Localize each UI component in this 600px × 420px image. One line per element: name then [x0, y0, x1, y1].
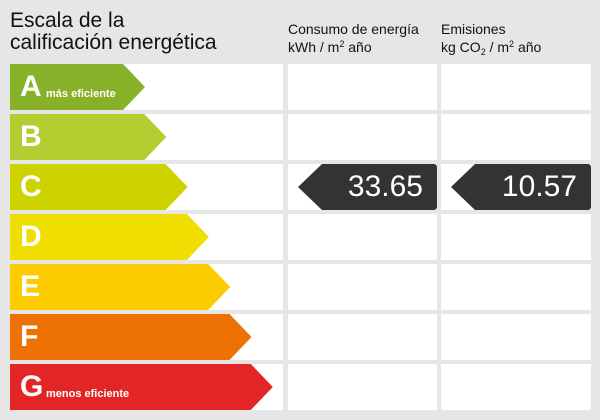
consumo-header: Consumo de energía kWh / m2 año [288, 20, 419, 56]
rating-letter: G [20, 370, 44, 403]
emisiones-title: Emisiones [441, 21, 506, 37]
rating-arrow-b: B [10, 114, 167, 160]
consumo-cell [288, 364, 437, 410]
unit-text: kg CO [441, 39, 481, 55]
title-line: calificación energética [10, 31, 217, 54]
rating-label: más eficiente [46, 88, 116, 100]
emisiones-cell [441, 364, 591, 410]
emisiones-unit: kg CO2 / m2 año [441, 38, 542, 57]
rating-arrow-f: F [10, 314, 252, 360]
unit-text: año [344, 39, 372, 55]
rating-letter: F [20, 320, 39, 353]
unit-sub: 2 [480, 47, 486, 57]
emisiones-cell [441, 264, 591, 310]
title-line: Escala de la [10, 9, 125, 32]
rating-letter: D [20, 220, 42, 253]
emisiones-cell [441, 114, 591, 160]
consumo-cell [288, 314, 437, 360]
emisiones-cell [441, 64, 591, 110]
rating-letter: B [20, 120, 42, 153]
rating-label: menos eficiente [46, 388, 130, 400]
rating-letter: C [20, 170, 42, 203]
emisiones-value-pointer: 10.57 [451, 164, 591, 210]
emisiones-cell [441, 214, 591, 260]
consumo-title: Consumo de energía [288, 21, 419, 37]
rating-arrow-d: D [10, 214, 209, 260]
consumo-cell [288, 64, 437, 110]
rating-arrow-e: E [10, 264, 231, 310]
consumo-cell [288, 214, 437, 260]
rating-letter: E [20, 270, 41, 303]
consumo-value-pointer: 33.65 [298, 164, 437, 210]
rating-arrow-c: C [10, 164, 188, 210]
unit-text: kWh / m [288, 39, 340, 55]
rating-letter: A [20, 70, 42, 103]
emisiones-cell [441, 314, 591, 360]
consumo-unit: kWh / m2 año [288, 38, 419, 56]
unit-text: año [514, 39, 542, 55]
consumo-cell [288, 114, 437, 160]
consumo-cell [288, 264, 437, 310]
unit-sup: 2 [339, 39, 345, 49]
page-title: Escala de la calificación energética [10, 10, 217, 54]
unit-sup: 2 [509, 39, 515, 49]
unit-text: / m [485, 39, 510, 55]
emisiones-header: Emisiones kg CO2 / m2 año [441, 20, 542, 57]
